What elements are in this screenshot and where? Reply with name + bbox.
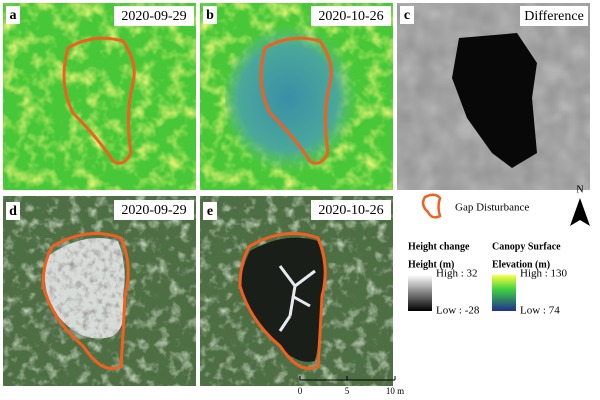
label-box (6, 6, 20, 24)
north-label: N (576, 184, 583, 195)
branches (278, 265, 316, 332)
title-box (520, 6, 588, 26)
scale-label: 10 m (386, 386, 404, 396)
panel-title: 2020-10-26 (318, 203, 383, 218)
legend-title: Canopy Surface (492, 241, 561, 252)
gap-outline (238, 232, 327, 370)
gap-outline (41, 232, 130, 370)
panel-letter: b (206, 8, 214, 23)
legend-subtitle: Height (m) (408, 259, 454, 270)
legend-low: Low : -28 (436, 305, 480, 317)
panel-title: Difference (524, 9, 584, 24)
gap-shadow (240, 237, 325, 362)
panel-a (3, 3, 196, 190)
branches (44, 238, 125, 339)
panel-letter: e (207, 204, 213, 219)
legend-high: High : 130 (520, 268, 568, 280)
gap-icon (421, 193, 442, 219)
label-box (203, 6, 217, 24)
scale-label: 0 (298, 386, 303, 396)
panel-title: 2020-09-29 (121, 203, 186, 218)
legend-subtitle: Elevation (m) (492, 259, 550, 270)
gap-outline (62, 36, 136, 165)
panel-c (397, 3, 590, 190)
legend-high: High : 32 (436, 268, 478, 280)
legend: Gap Disturbance N Height change Height (… (408, 184, 590, 317)
label-box (203, 202, 217, 220)
panel-title: 2020-09-29 (121, 9, 186, 24)
panel-letter: c (404, 8, 410, 23)
color-ramp (408, 275, 432, 311)
depression (225, 23, 365, 173)
gap-outline (259, 36, 333, 165)
legend-title: Height change (408, 241, 470, 252)
north-arrow (570, 198, 590, 226)
panel-title: 2020-10-26 (318, 9, 383, 24)
panel-e (200, 196, 393, 386)
scale-bar (299, 376, 396, 381)
legend-low: Low : 74 (520, 305, 560, 317)
gap-label: Gap Disturbance (455, 202, 529, 214)
title-box (311, 200, 391, 220)
panel-letter: d (9, 204, 17, 219)
difference-blob (452, 33, 537, 168)
title-box (114, 200, 194, 220)
texture (3, 3, 196, 190)
panel-letter: a (10, 8, 17, 23)
label-box (400, 6, 414, 24)
title-box (114, 6, 194, 26)
label-box (6, 202, 20, 220)
scale-label: 5 (345, 386, 350, 396)
title-box (311, 6, 391, 26)
panel-labels: a 2020-09-29 b 2020-10-26 c Difference d… (6, 6, 588, 220)
panel-d (3, 196, 196, 386)
color-ramp (492, 275, 516, 311)
panel-b (200, 3, 393, 190)
